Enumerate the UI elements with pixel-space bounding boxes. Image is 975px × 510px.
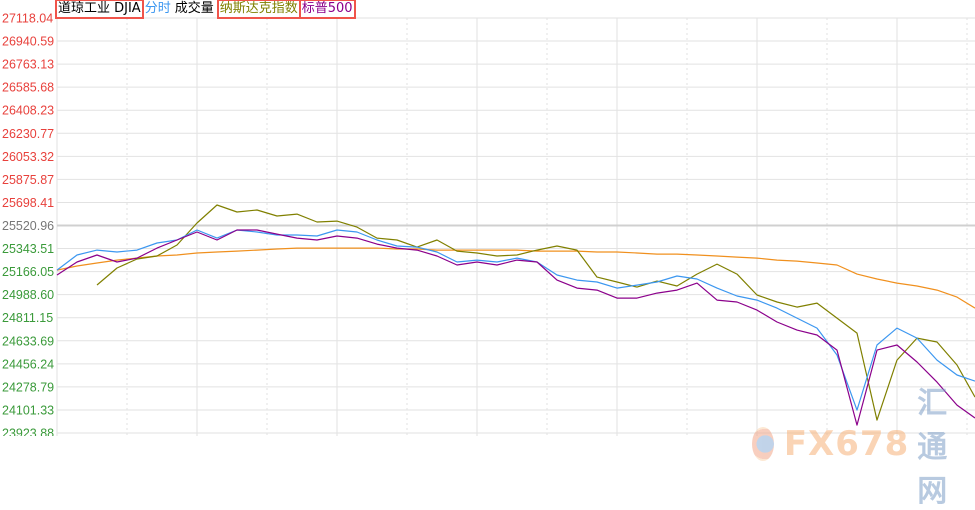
y-tick-label: 26940.59: [2, 35, 54, 49]
y-tick-label: 24811.15: [2, 311, 53, 325]
y-tick-label: 26585.68: [2, 81, 54, 95]
y-tick-label: 23923.88: [2, 427, 54, 437]
legend-volume-tab[interactable]: 成交量: [174, 1, 214, 16]
chart-legend: 道琼工业 DJIA 分时 成交量 纳斯达克指数 标普500: [55, 0, 356, 19]
y-tick-label: 26053.32: [2, 150, 54, 164]
intraday-chart: 27118.04 26940.59 26763.13 26585.68 26408.23…: [2, 12, 975, 437]
legend-intraday-tab[interactable]: 分时: [144, 1, 171, 16]
y-tick-label: 26763.13: [2, 58, 54, 72]
y-tick-label: 24456.24: [2, 357, 54, 371]
series-line-average: [56, 247, 975, 309]
y-tick-label: 24278.79: [2, 380, 54, 394]
y-tick-label: 25698.41: [2, 196, 54, 210]
legend-djia-tab[interactable]: 道琼工业 DJIA: [55, 0, 144, 19]
y-tick-label: 24633.69: [2, 334, 54, 348]
y-tick-label: 24988.60: [2, 288, 54, 302]
y-tick-label: 25343.51: [2, 242, 54, 256]
legend-sp500-tab[interactable]: 标普500: [298, 0, 356, 19]
y-tick-label: 26408.23: [2, 104, 54, 118]
y-tick-label: 25875.87: [2, 173, 54, 187]
y-tick-label: 25166.05: [2, 265, 54, 279]
series-line-sp500: [56, 229, 975, 426]
y-tick-label: 26230.77: [2, 127, 54, 141]
legend-nasdaq-tab[interactable]: 纳斯达克指数: [216, 0, 301, 19]
y-tick-label: 24101.33: [2, 403, 54, 417]
series-line-nasdaq: [96, 204, 975, 421]
series-line-djia: [56, 229, 975, 411]
y-tick-label: 27118.04: [2, 12, 53, 26]
y-tick-label: 25520.96: [2, 219, 54, 233]
